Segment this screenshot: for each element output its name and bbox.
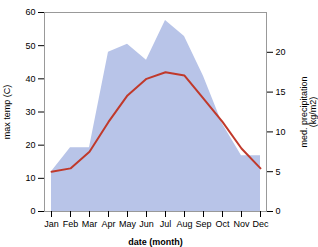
svg-text:med. precipitation(kg/m2): med. precipitation(kg/m2): [299, 76, 318, 147]
svg-text:date (month): date (month): [128, 237, 183, 247]
svg-text:10: 10: [25, 173, 35, 183]
svg-text:20: 20: [276, 47, 286, 57]
svg-text:Apr: Apr: [101, 219, 115, 229]
svg-text:Jan: Jan: [44, 219, 59, 229]
svg-text:Nov: Nov: [233, 219, 250, 229]
svg-text:5: 5: [276, 167, 281, 177]
svg-text:10: 10: [276, 127, 286, 137]
svg-text:40: 40: [25, 74, 35, 84]
svg-text:60: 60: [25, 7, 35, 17]
svg-text:Oct: Oct: [215, 219, 230, 229]
svg-text:50: 50: [25, 41, 35, 51]
svg-text:20: 20: [25, 140, 35, 150]
svg-text:Feb: Feb: [63, 219, 79, 229]
svg-text:Aug: Aug: [176, 219, 192, 229]
svg-text:Mar: Mar: [82, 219, 98, 229]
svg-text:Sep: Sep: [195, 219, 211, 229]
svg-text:0: 0: [30, 206, 35, 216]
svg-text:Jun: Jun: [139, 219, 154, 229]
svg-text:30: 30: [25, 107, 35, 117]
svg-text:15: 15: [276, 87, 286, 97]
svg-text:max temp (C): max temp (C): [2, 85, 12, 140]
svg-text:Dec: Dec: [252, 219, 269, 229]
svg-text:May: May: [119, 219, 137, 229]
svg-text:Jul: Jul: [160, 219, 172, 229]
svg-text:0: 0: [276, 206, 281, 216]
